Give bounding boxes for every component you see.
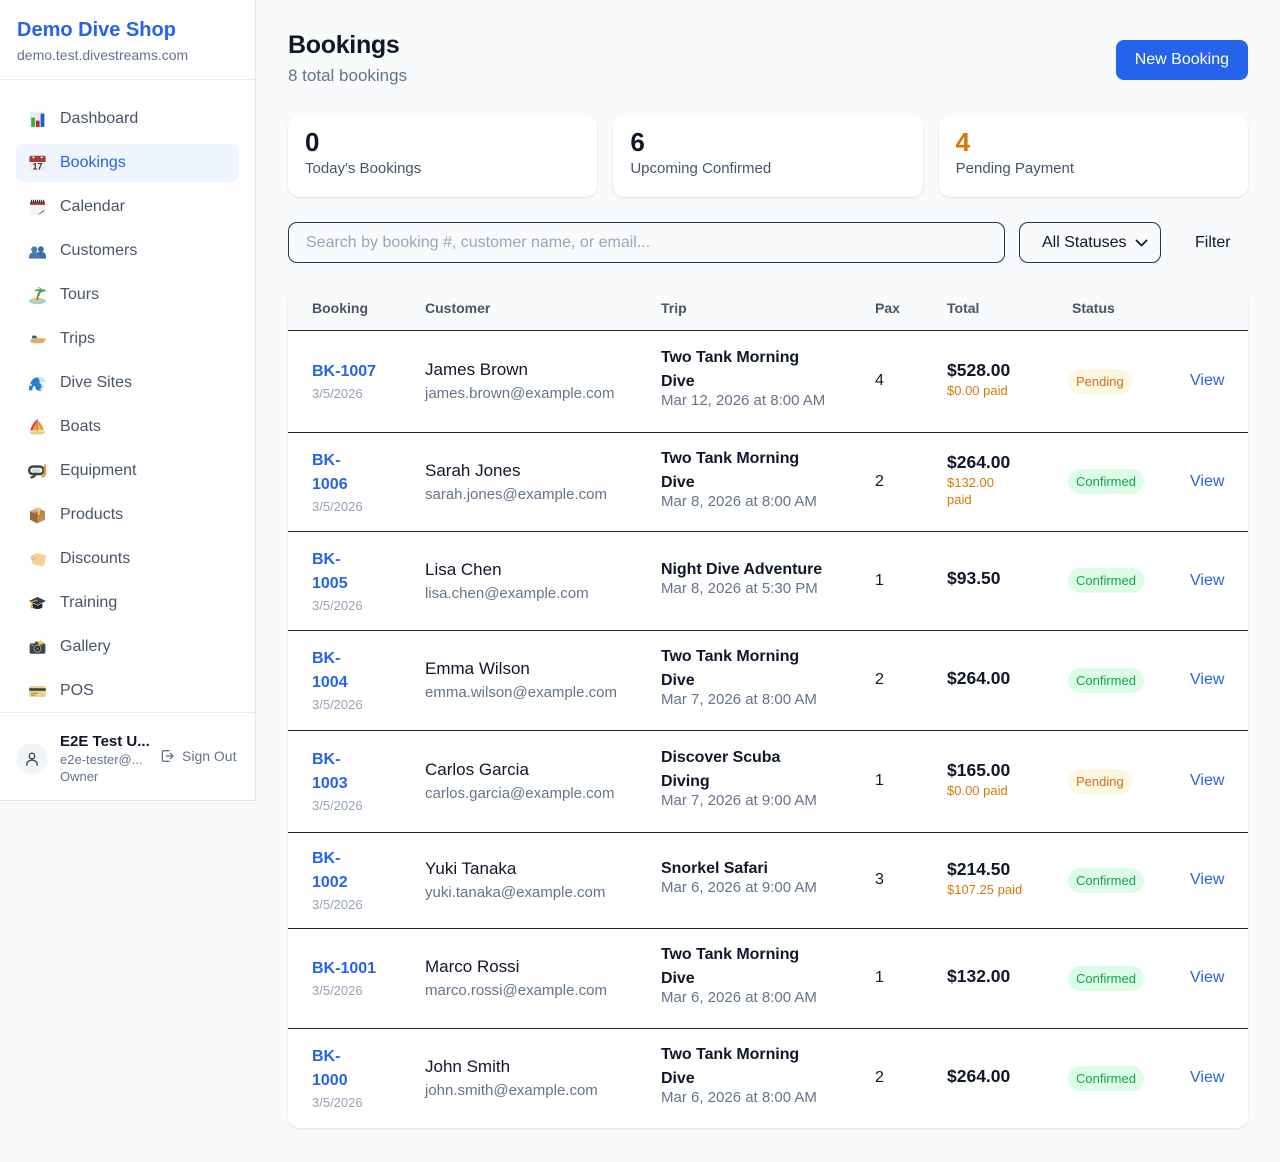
svg-text:17: 17 <box>32 161 42 171</box>
